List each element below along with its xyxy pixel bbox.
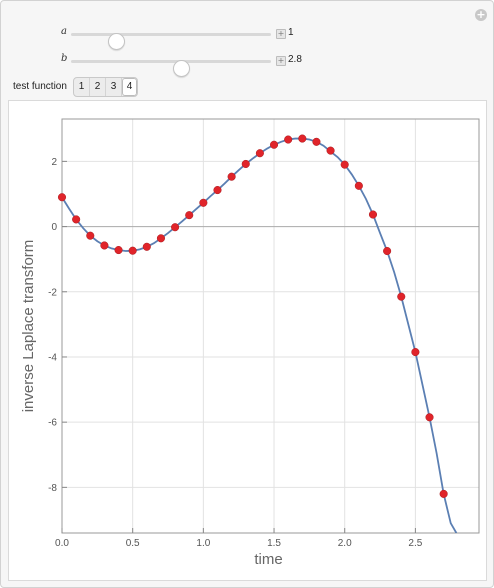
data-point <box>142 242 151 251</box>
plot-area: 0.0 0.5 1.0 1.5 2.0 2.5 2 0 -2 -4 -6 -8 time inverse … <box>8 100 487 581</box>
data-point <box>72 215 81 224</box>
test-function-label: test function <box>13 81 67 92</box>
data-point <box>171 223 180 232</box>
x-tick-label: 1.0 <box>196 538 210 549</box>
data-point <box>156 234 165 243</box>
data-point <box>284 135 293 144</box>
y-tick-label: -2 <box>48 287 57 298</box>
slider-b-row: b + 2.8 <box>1 53 494 77</box>
data-point <box>100 241 109 250</box>
y-tick-label: 0 <box>51 222 57 233</box>
data-point <box>425 413 434 422</box>
x-tick-label: 2.5 <box>408 538 422 549</box>
test-function-option-2[interactable]: 2 <box>90 78 106 96</box>
slider-a-track[interactable] <box>71 33 271 50</box>
slider-a-row: a + 1 <box>1 26 494 50</box>
data-point <box>185 211 194 220</box>
options-plus-icon[interactable]: + <box>475 8 487 21</box>
data-point <box>255 149 264 158</box>
data-point <box>213 186 222 195</box>
data-point <box>114 245 123 255</box>
x-tick-label: 0.0 <box>55 538 69 549</box>
test-function-option-3[interactable]: 3 <box>106 78 122 96</box>
data-point <box>86 231 95 240</box>
data-point <box>269 140 279 149</box>
slider-b-thumb[interactable] <box>173 60 190 77</box>
plot-frame-border <box>61 118 480 534</box>
x-axis-label: time <box>254 551 282 568</box>
series-line <box>62 137 458 533</box>
data-point <box>368 210 378 219</box>
data-point <box>383 246 392 256</box>
slider-a-value: 1 <box>288 27 294 38</box>
test-function-option-4[interactable]: 4 <box>122 78 137 96</box>
data-point <box>199 198 208 207</box>
y-tick-label: -8 <box>48 483 57 494</box>
data-point <box>326 146 335 155</box>
x-tick-label: 0.5 <box>126 538 140 549</box>
y-axis-label: inverse Laplace transform <box>20 240 37 413</box>
data-point <box>354 181 363 190</box>
x-tick-label: 1.5 <box>267 538 281 549</box>
data-point <box>57 193 67 202</box>
slider-b-expand-icon[interactable]: + <box>276 56 286 66</box>
data-point <box>411 348 420 357</box>
slider-a-label: a <box>61 26 67 37</box>
data-point <box>340 160 349 169</box>
data-point <box>241 159 250 169</box>
data-point <box>128 246 137 255</box>
slider-b-track[interactable] <box>71 60 271 77</box>
data-point <box>227 172 236 181</box>
slider-a-expand-icon[interactable]: + <box>276 29 286 39</box>
inverse-laplace-chart: 0.0 0.5 1.0 1.5 2.0 2.5 2 0 -2 -4 -6 -8 time inverse … <box>20 118 480 568</box>
data-point <box>298 134 307 143</box>
data-point <box>397 292 406 301</box>
y-tick-label: -6 <box>48 418 57 429</box>
y-tick-label: -4 <box>48 352 57 363</box>
slider-b-value: 2.8 <box>288 54 302 65</box>
slider-a-thumb[interactable] <box>108 33 125 50</box>
y-tick-label: 2 <box>51 157 57 168</box>
data-point <box>439 489 448 498</box>
test-function-option-1[interactable]: 1 <box>74 78 90 96</box>
slider-b-label: b <box>61 53 68 64</box>
x-tick-label: 2.0 <box>338 538 352 549</box>
data-point <box>312 137 321 146</box>
test-function-setter: 1 2 3 4 <box>73 77 138 97</box>
